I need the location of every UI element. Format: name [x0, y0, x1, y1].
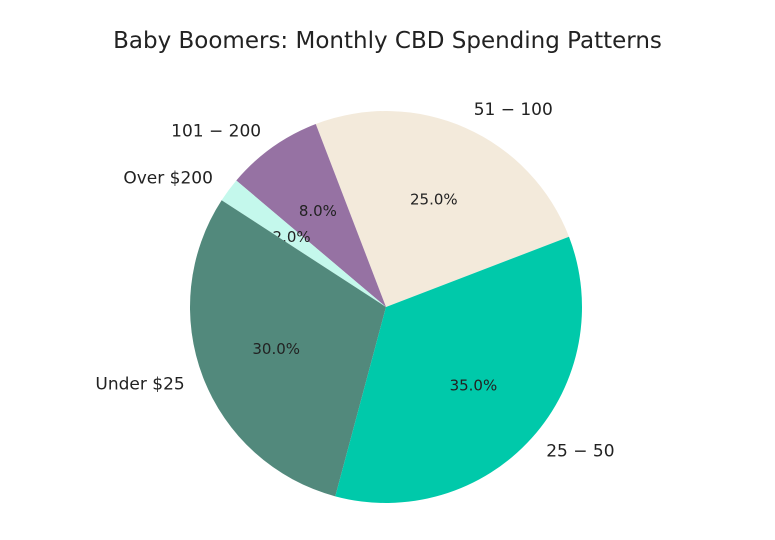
slice-category-label-25-50: 25 − 50 [546, 441, 614, 461]
pie-slice-over-200 [221, 180, 386, 307]
chart-title: Baby Boomers: Monthly CBD Spending Patte… [113, 28, 662, 54]
slice-category-label-under-25: Under $25 [95, 374, 184, 394]
slice-value-label-101-200: 8.0% [299, 202, 337, 220]
pie-slice-25-50 [335, 236, 582, 503]
slice-value-label-under-25: 30.0% [252, 340, 300, 358]
slice-category-label-over-200: Over $200 [123, 168, 213, 188]
pie-slice-101-200 [236, 124, 386, 307]
slice-category-label-51-100: 51 − 100 [474, 100, 553, 120]
pie-slice-under-25 [190, 200, 386, 497]
slice-value-label-25-50: 35.0% [450, 377, 498, 395]
slice-value-label-51-100: 25.0% [410, 191, 458, 209]
slice-category-label-101-200: 101 − 200 [171, 121, 261, 141]
pie-slice-51-100 [315, 111, 569, 307]
